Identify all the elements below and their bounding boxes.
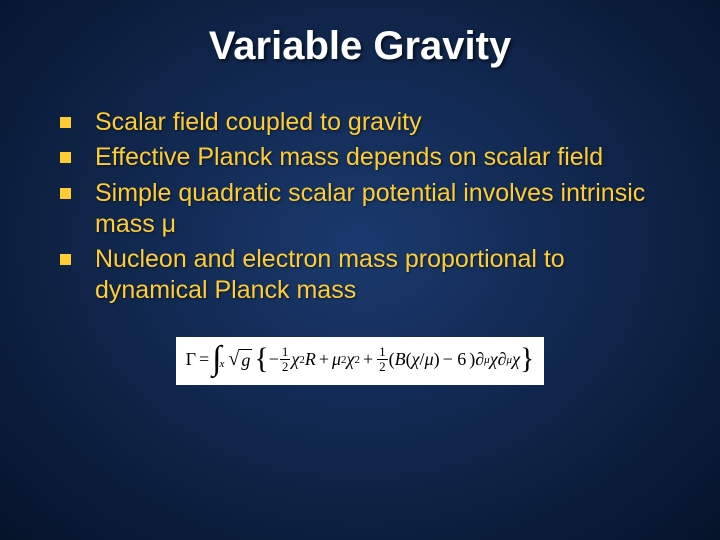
term2-mu: μ <box>332 349 341 370</box>
chi1: χ <box>490 349 498 370</box>
equals-sign: = <box>199 349 209 370</box>
term2-chi-exp: 2 <box>354 354 360 366</box>
term3-sign: + <box>363 349 373 370</box>
square-bullet-icon <box>60 188 71 199</box>
frac-num: 1 <box>280 345 291 360</box>
formula: Γ = ∫ x √ g { − 1 2 χ 2 R + μ 2 χ 2 + 1 … <box>176 337 545 385</box>
square-bullet-icon <box>60 152 71 163</box>
term3-coef: 1 2 <box>377 345 388 373</box>
sqrt-arg: g <box>239 349 252 371</box>
partial1: ∂ <box>475 349 484 370</box>
bullet-text: Simple quadratic scalar potential involv… <box>95 178 680 241</box>
term2-sign: + <box>319 349 329 370</box>
brace-close-icon: } <box>520 342 534 376</box>
square-bullet-icon <box>60 117 71 128</box>
frac-den: 2 <box>280 360 291 374</box>
term1-R: R <box>305 349 316 370</box>
frac-den: 2 <box>377 360 388 374</box>
bullet-list: Scalar field coupled to gravity Effectiv… <box>0 69 720 307</box>
chi2: χ <box>512 349 520 370</box>
integral-subscript: x <box>219 358 224 370</box>
formula-lhs: Γ <box>186 349 196 370</box>
bullet-text: Effective Planck mass depends on scalar … <box>95 142 603 173</box>
bullet-text: Scalar field coupled to gravity <box>95 107 422 138</box>
term1-sign: − <box>269 349 279 370</box>
brace-open-icon: { <box>254 342 268 376</box>
partial2: ∂ <box>498 349 507 370</box>
minus-six: − 6 <box>443 349 467 370</box>
term3-B: B <box>395 349 406 370</box>
term2-chi: χ <box>347 349 355 370</box>
ratio-den: μ <box>425 349 434 370</box>
slide-title: Variable Gravity <box>0 0 720 69</box>
frac-num: 1 <box>377 345 388 360</box>
sqrt-icon: √ <box>228 348 239 371</box>
formula-container: Γ = ∫ x √ g { − 1 2 χ 2 R + μ 2 χ 2 + 1 … <box>0 337 720 385</box>
sqrt: √ g <box>228 348 252 371</box>
term1-chi: χ <box>291 349 299 370</box>
ratio-num: χ <box>412 349 420 370</box>
list-item: Effective Planck mass depends on scalar … <box>60 142 680 173</box>
inner-paren-close: ) <box>434 349 440 370</box>
list-item: Scalar field coupled to gravity <box>60 107 680 138</box>
list-item: Nucleon and electron mass proportional t… <box>60 244 680 307</box>
square-bullet-icon <box>60 254 71 265</box>
bullet-text: Nucleon and electron mass proportional t… <box>95 244 680 307</box>
list-item: Simple quadratic scalar potential involv… <box>60 178 680 241</box>
term1-coef: 1 2 <box>280 345 291 373</box>
